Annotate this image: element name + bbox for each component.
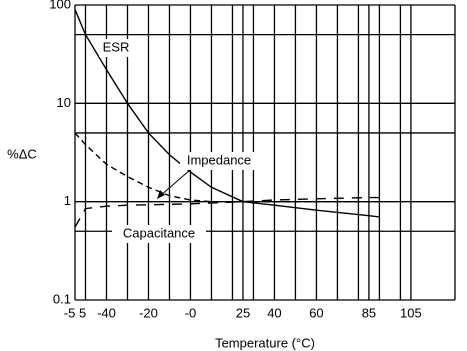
x-tick-label: 40: [267, 305, 281, 320]
x-tick-label: 25: [236, 305, 250, 320]
x-tick-label: 85: [362, 305, 376, 320]
y-tick-label: 100: [49, 0, 71, 11]
y-tick-label: 1: [64, 193, 71, 208]
annotation-arrow: [159, 169, 191, 197]
series-line: [74, 196, 380, 228]
label-background: [112, 225, 206, 243]
x-tick-label: -20: [139, 305, 158, 320]
series-label: ESR: [103, 39, 130, 54]
y-axis-label: %ΔC: [7, 146, 37, 161]
series-label: Capacitance: [123, 225, 195, 240]
x-tick-label: 105: [400, 305, 422, 320]
x-tick-label: -40: [97, 305, 116, 320]
label-background: [180, 152, 258, 170]
x-tick-label: -5 5: [64, 305, 86, 320]
x-axis-label: Temperature (°C): [215, 335, 315, 350]
y-tick-label: 0.1: [53, 291, 71, 306]
arrow-head: [157, 190, 165, 199]
x-tick-label: 60: [309, 305, 323, 320]
label-background: [99, 39, 133, 57]
series-label: Impedance: [187, 152, 251, 167]
series-line: [74, 9, 380, 218]
x-tick-label: -0: [185, 305, 197, 320]
y-tick-label: 10: [57, 95, 71, 110]
series-line: [74, 132, 380, 203]
